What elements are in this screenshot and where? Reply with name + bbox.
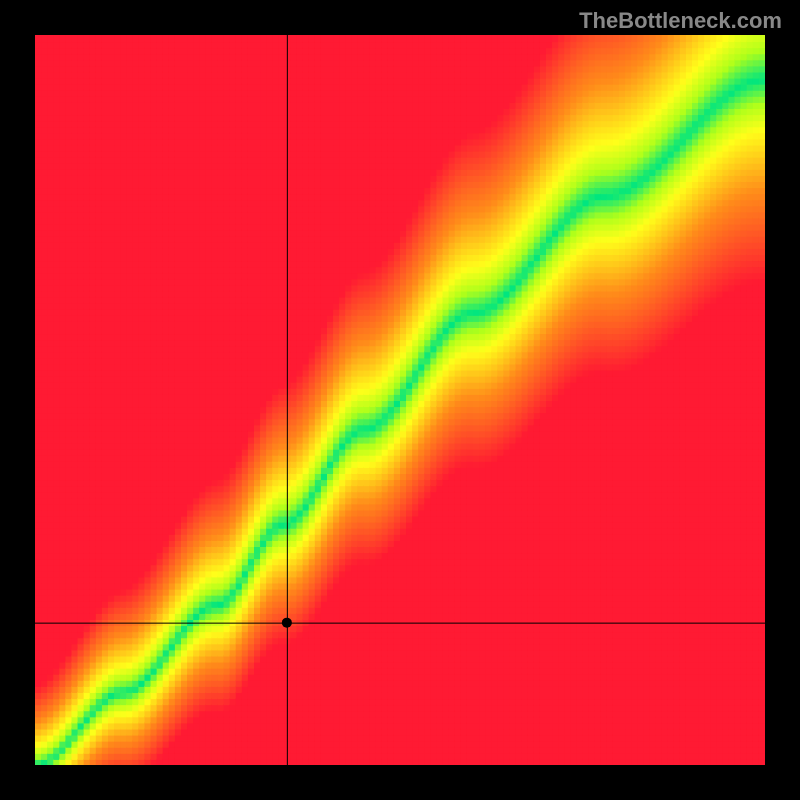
watermark-text: TheBottleneck.com <box>579 8 782 34</box>
chart-container: TheBottleneck.com <box>0 0 800 800</box>
plot-area <box>35 35 765 765</box>
bottleneck-heatmap <box>35 35 765 765</box>
